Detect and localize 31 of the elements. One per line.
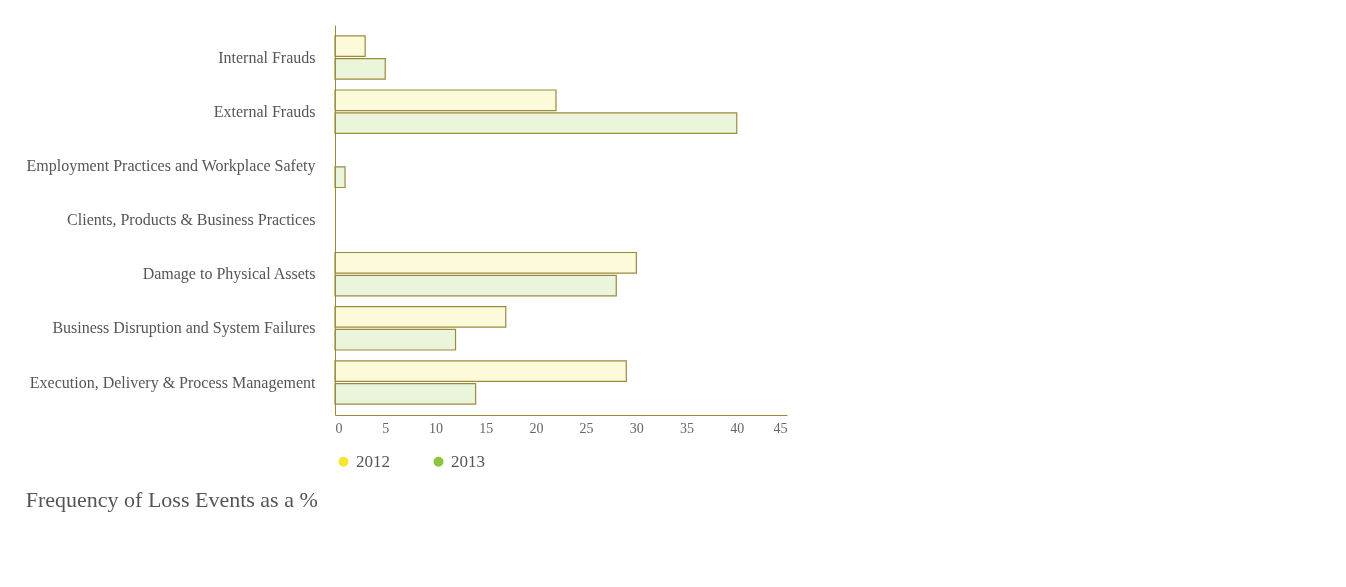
x-tick-label: 15 bbox=[479, 420, 494, 436]
x-tick-label: 10 bbox=[428, 420, 443, 436]
y-tick-label: Clients, Products & Business Practices bbox=[67, 211, 316, 228]
y-tick-label: External Frauds bbox=[213, 102, 316, 120]
bar bbox=[334, 35, 366, 57]
bar bbox=[334, 306, 507, 328]
bar bbox=[334, 274, 617, 297]
x-tick-label: 40 bbox=[730, 420, 745, 436]
x-tick-label: 20 bbox=[529, 420, 544, 436]
bar bbox=[334, 89, 557, 112]
bar bbox=[334, 251, 637, 274]
legend-label: 2013 bbox=[451, 451, 485, 471]
x-tick-label: 35 bbox=[680, 420, 695, 436]
y-tick-label: Business Disruption and System Failures bbox=[52, 319, 316, 338]
bar bbox=[334, 328, 457, 351]
x-tick-label: 30 bbox=[629, 420, 644, 436]
bar bbox=[334, 360, 627, 382]
bar bbox=[334, 383, 477, 405]
bar bbox=[334, 58, 386, 80]
legend-label: 2012 bbox=[356, 451, 390, 471]
text: Frequency of Loss Events as a % bbox=[25, 487, 318, 512]
x-tick-label: 5 bbox=[382, 420, 390, 436]
x-tick-label: 25 bbox=[579, 420, 594, 436]
bar bbox=[334, 166, 346, 189]
y-tick-label: Damage to Physical Assets bbox=[142, 265, 316, 284]
y-tick-label: Internal Frauds bbox=[218, 48, 316, 66]
y-tick-label: Employment Practices and Workplace Safety bbox=[26, 156, 316, 175]
x-tick-label: 45 bbox=[773, 420, 788, 436]
bar bbox=[334, 112, 738, 134]
x-tick-label: 0 bbox=[335, 420, 343, 436]
y-tick-label: Execution, Delivery & Process Management bbox=[29, 373, 317, 392]
